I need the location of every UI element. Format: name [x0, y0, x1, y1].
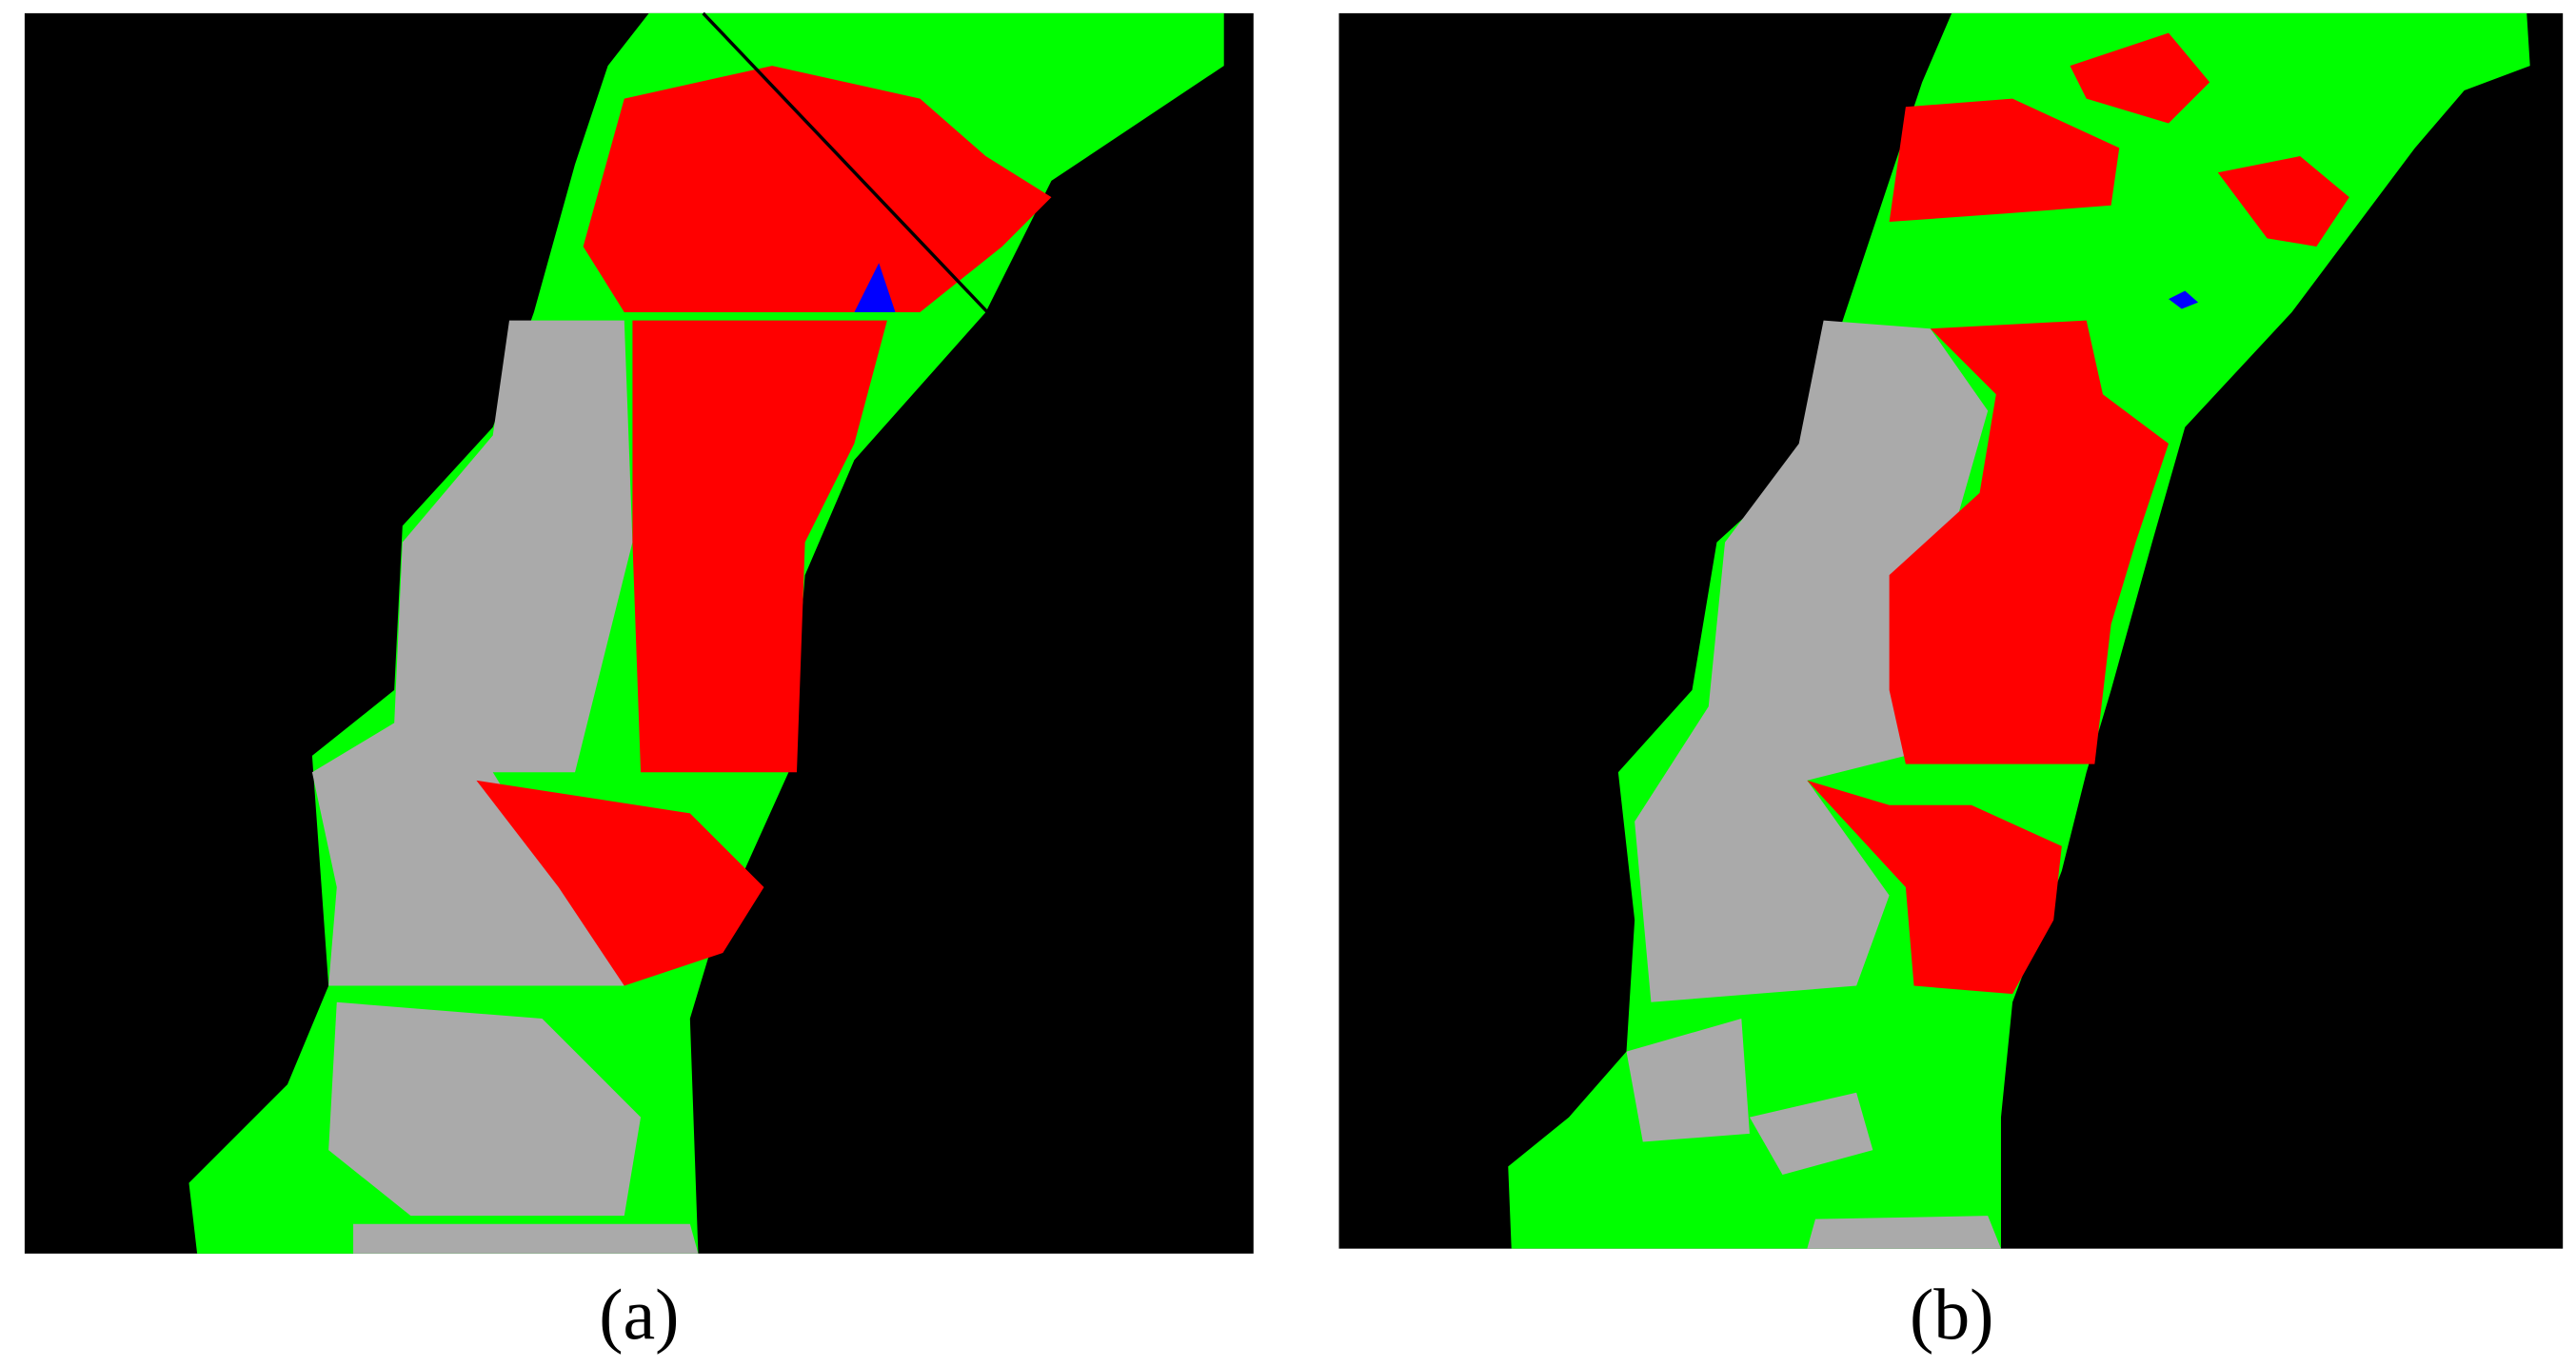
gray-region	[1749, 1092, 1873, 1176]
red-region	[1889, 98, 2120, 223]
red-region	[632, 320, 887, 773]
red-region	[583, 66, 1052, 312]
red-region	[1807, 780, 2062, 995]
gray-region	[311, 320, 633, 986]
panel-a	[24, 11, 1254, 1254]
gray-region	[1807, 1216, 2001, 1249]
red-region	[2070, 32, 2210, 124]
panel-label: (a)	[599, 1276, 679, 1356]
red-region	[476, 780, 764, 986]
red-region	[2217, 156, 2349, 247]
panel-label: (b)	[1910, 1276, 1994, 1356]
red-region	[1889, 320, 2170, 764]
line	[702, 11, 992, 317]
panel-b	[1338, 12, 2564, 1249]
gray-region	[1626, 1019, 1750, 1142]
gray-region	[1635, 320, 1989, 1002]
gray-region	[328, 1001, 642, 1217]
blue-region	[2169, 290, 2199, 309]
blue-region	[854, 263, 896, 312]
gray-region	[353, 1223, 699, 1254]
